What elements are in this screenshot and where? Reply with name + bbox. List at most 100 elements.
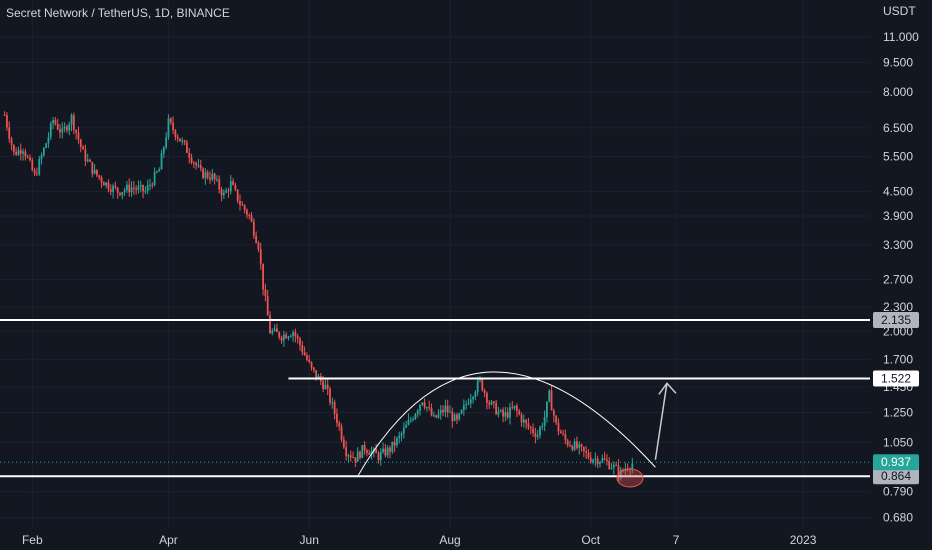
candle	[356, 447, 359, 462]
candle	[167, 114, 170, 140]
candle	[377, 450, 380, 464]
candle	[462, 399, 465, 416]
y-tick-label: 11.000	[883, 30, 919, 44]
candle	[296, 333, 299, 344]
x-tick-label: 2023	[790, 533, 817, 547]
candle	[458, 412, 461, 421]
candle	[352, 451, 354, 459]
candle	[608, 457, 611, 470]
candle	[105, 181, 108, 189]
candle	[132, 180, 135, 195]
candle	[592, 458, 594, 465]
candle	[426, 406, 428, 412]
candle	[153, 167, 156, 187]
y-tick-label: 5.500	[883, 150, 913, 164]
candle	[421, 402, 424, 407]
candle	[409, 416, 412, 423]
svg-text:1.522: 1.522	[881, 371, 911, 385]
candle	[550, 385, 553, 411]
candle	[82, 144, 84, 150]
candle	[128, 178, 131, 197]
candle	[289, 333, 292, 338]
candle	[317, 373, 320, 378]
candle	[559, 429, 562, 434]
candle	[326, 379, 329, 396]
candle	[112, 183, 114, 199]
candle	[391, 441, 394, 455]
x-axis[interactable]: Feb Apr Jun Aug Oct 7 2023	[22, 533, 817, 547]
candle	[497, 406, 500, 418]
candle	[306, 352, 308, 362]
candle	[176, 134, 179, 143]
candle	[6, 112, 8, 131]
candle	[248, 213, 251, 220]
candle	[257, 240, 260, 253]
candle	[252, 218, 255, 239]
candle	[393, 436, 396, 453]
candle	[331, 397, 334, 409]
candle	[439, 404, 442, 420]
level-badge-resistance-neckline: 1.522	[873, 370, 919, 387]
candle	[77, 126, 80, 144]
candle	[160, 149, 163, 170]
candle	[243, 204, 246, 214]
candle	[75, 129, 78, 140]
candle	[225, 187, 228, 194]
candle	[566, 438, 569, 448]
candle	[22, 148, 24, 161]
candle	[262, 263, 264, 296]
candle	[509, 402, 511, 425]
current-price-badge: 0.937	[873, 454, 919, 471]
x-tick-label: 7	[673, 533, 680, 547]
candle	[354, 457, 357, 468]
candle	[54, 117, 57, 126]
y-tick-label: 1.250	[883, 405, 913, 419]
candle	[259, 242, 262, 270]
y-tick-label: 1.700	[883, 352, 913, 366]
candle	[596, 455, 599, 469]
candle	[511, 400, 514, 410]
candle	[156, 170, 158, 174]
candle	[522, 414, 525, 428]
candle	[151, 182, 154, 189]
candle	[266, 289, 269, 316]
candle	[578, 441, 581, 455]
candle	[573, 438, 576, 452]
y-tick-label: 0.680	[883, 511, 913, 525]
candle	[552, 408, 555, 423]
candle	[135, 185, 138, 195]
candle	[546, 401, 548, 423]
candle	[495, 399, 498, 416]
candle	[386, 445, 389, 459]
candle	[292, 330, 294, 342]
breakout-arrow[interactable]	[654, 383, 668, 460]
candle	[162, 146, 165, 158]
candle	[617, 459, 620, 482]
candle	[338, 420, 341, 431]
y-tick-label: 3.300	[883, 238, 913, 252]
candle	[467, 398, 470, 406]
candle	[453, 412, 456, 422]
candle	[520, 412, 523, 427]
highlight-circle[interactable]	[616, 468, 644, 488]
x-tick-label: Oct	[581, 533, 600, 547]
candle	[52, 117, 54, 130]
candle	[612, 461, 615, 475]
candle	[400, 431, 403, 442]
candle	[109, 184, 112, 196]
candle	[218, 175, 221, 194]
candle	[456, 412, 458, 425]
candle	[398, 431, 401, 444]
rounded-top-arc[interactable]	[357, 371, 656, 477]
candle	[3, 111, 6, 117]
candle	[204, 168, 207, 185]
candle	[158, 167, 161, 172]
candle	[430, 403, 433, 417]
candle	[562, 429, 564, 436]
candle	[98, 174, 101, 180]
candle	[126, 181, 128, 193]
candle	[419, 404, 421, 416]
candle	[606, 454, 608, 466]
candle	[19, 143, 22, 161]
